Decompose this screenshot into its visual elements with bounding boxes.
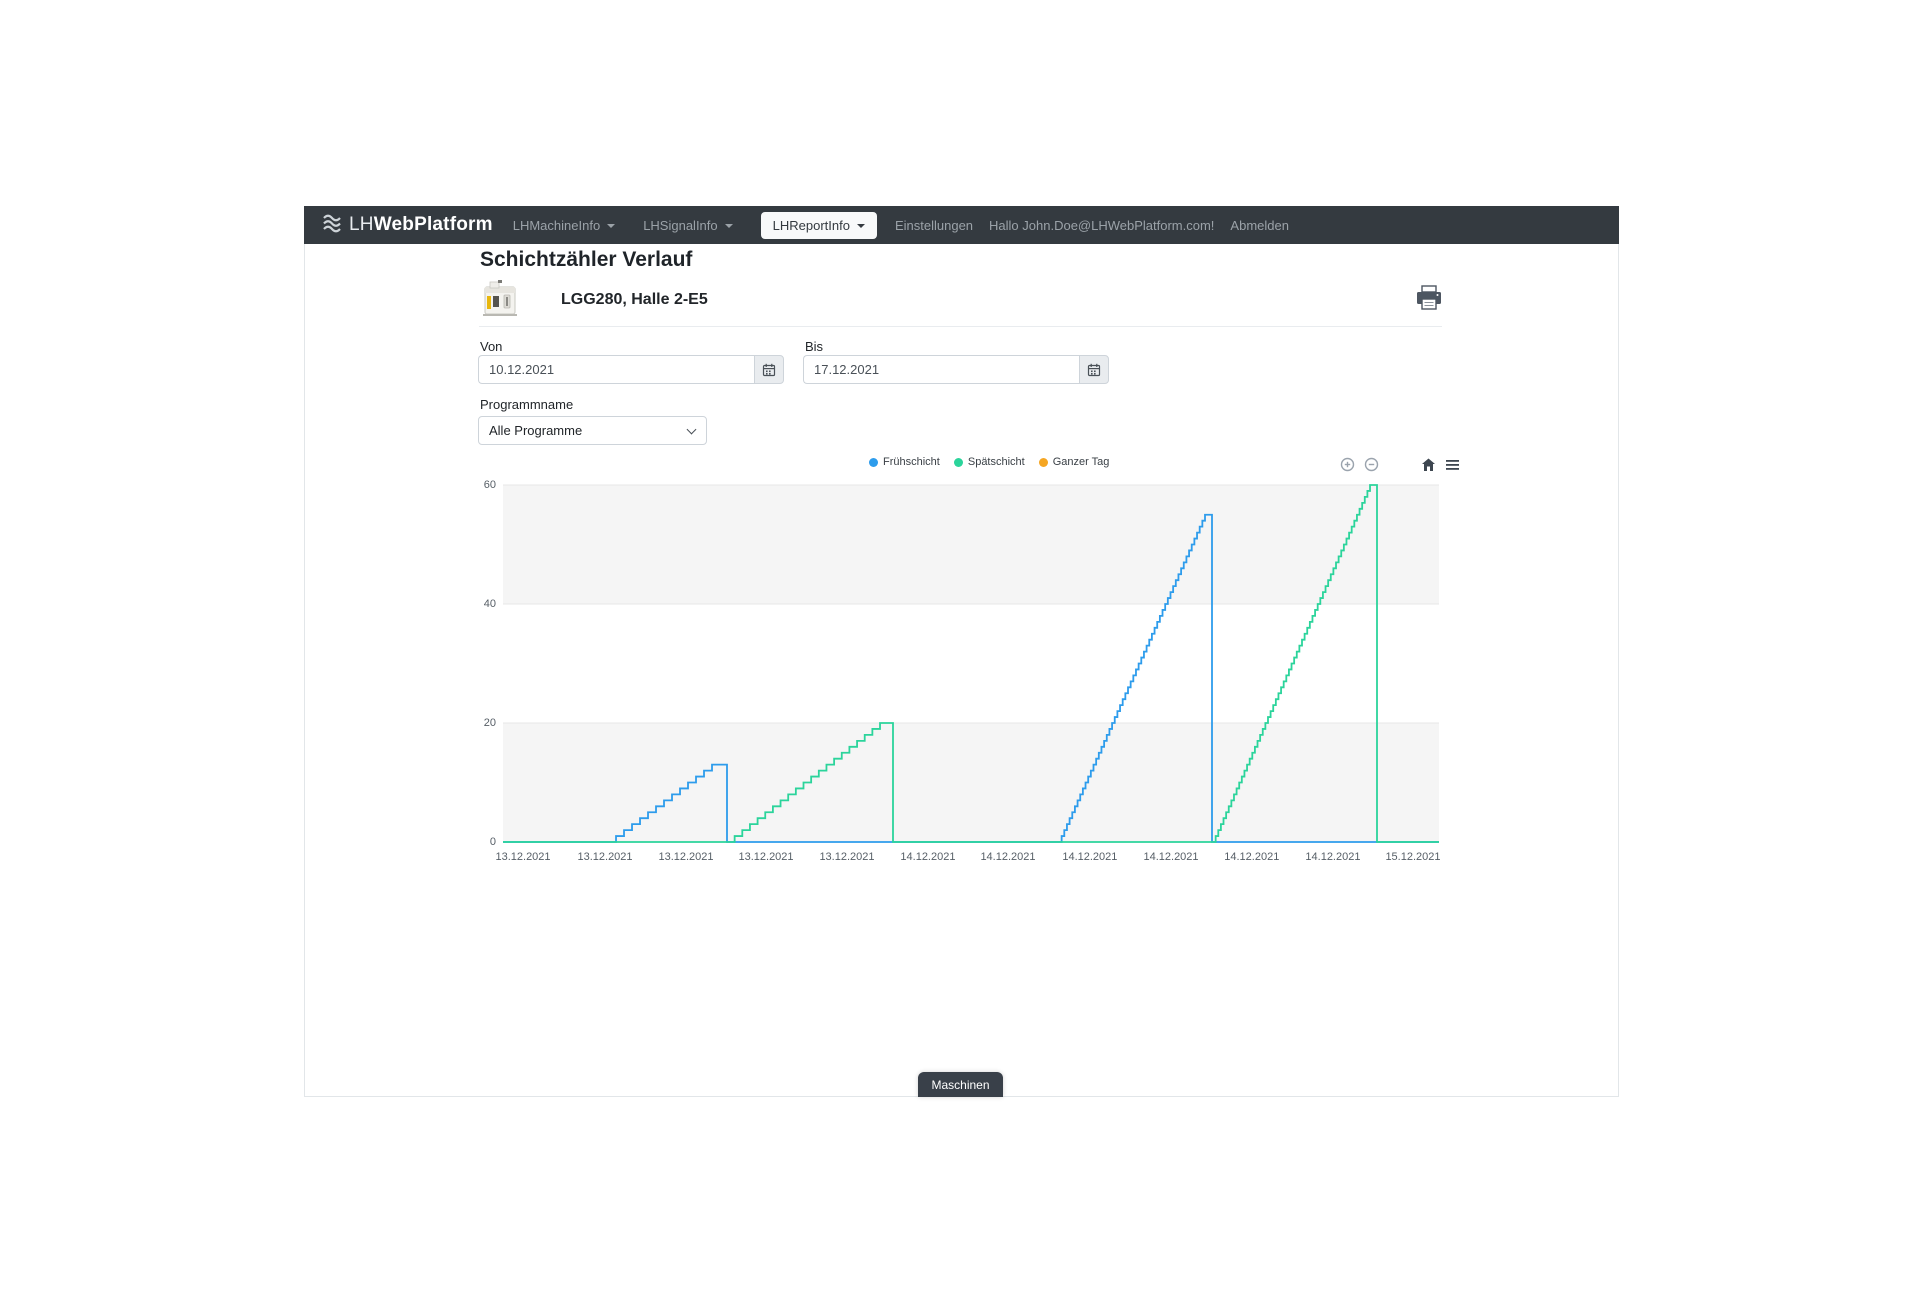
x-tick-label: 14.12.2021 (1143, 851, 1199, 863)
brand[interactable]: LHWebPlatform (320, 210, 493, 241)
home-icon[interactable] (1421, 458, 1436, 472)
von-input-group (478, 355, 784, 384)
legend-item-Ganzer Tag[interactable]: Ganzer Tag (1038, 456, 1110, 468)
x-tick-label: 15.12.2021 (1385, 851, 1441, 863)
plot-svg (503, 484, 1439, 843)
chevron-down-icon (724, 224, 733, 228)
x-tick-label: 14.12.2021 (1224, 851, 1280, 863)
bis-date-input[interactable] (803, 355, 1079, 384)
zoom-in-icon[interactable] (1340, 457, 1355, 472)
x-tick-label: 14.12.2021 (1305, 851, 1361, 863)
print-button[interactable] (1415, 285, 1445, 313)
series-Spätschicht (503, 484, 1439, 843)
von-date-input[interactable] (478, 355, 754, 384)
x-tick-label: 14.12.2021 (1062, 851, 1118, 863)
programmname-label: Programmname (480, 397, 574, 412)
nav-item-lhmachineinfo[interactable]: LHMachineInfo (513, 218, 616, 233)
chevron-down-icon (686, 424, 697, 435)
calendar-icon (762, 363, 776, 376)
x-tick-label: 14.12.2021 (980, 851, 1036, 863)
x-tick-label: 13.12.2021 (819, 851, 875, 863)
divider (479, 326, 1442, 327)
x-tick-label: 13.12.2021 (495, 851, 551, 863)
program-select[interactable]: Alle Programme (478, 416, 707, 445)
y-tick-label: 20 (483, 717, 496, 729)
settings-link[interactable]: Einstellungen (894, 217, 974, 233)
calendar-icon (1087, 363, 1101, 376)
nav-item-lhreportinfo[interactable]: LHReportInfo (760, 211, 877, 239)
x-tick-label: 14.12.2021 (900, 851, 956, 863)
series-Frühschicht (503, 513, 1439, 843)
menu-icon[interactable] (1445, 459, 1460, 471)
legend-dot-icon (869, 457, 878, 467)
bis-label: Bis (805, 339, 824, 354)
logo-waves-icon (320, 210, 344, 241)
y-tick-label: 0 (489, 836, 496, 848)
chart-modebar (1340, 457, 1460, 472)
x-tick-label: 13.12.2021 (577, 851, 633, 863)
legend-item-Spätschicht[interactable]: Spätschicht (953, 456, 1025, 468)
legend-item-Frühschicht[interactable]: Frühschicht (869, 456, 940, 468)
machine-name: LGG280, Halle 2-E5 (561, 291, 708, 308)
chevron-down-icon (856, 224, 865, 228)
y-tick-label: 40 (483, 598, 496, 610)
legend-label: Ganzer Tag (1052, 456, 1110, 468)
legend-dot-icon (1038, 457, 1048, 467)
bis-calendar-button[interactable] (1079, 355, 1109, 384)
brand-text: LHWebPlatform (349, 214, 493, 235)
chart-legend: Frühschicht Spätschicht Ganzer Tag (869, 456, 1109, 468)
y-tick-label: 60 (483, 479, 496, 491)
x-tick-label: 13.12.2021 (738, 851, 794, 863)
legend-dot-icon (953, 457, 963, 467)
x-tick-label: 13.12.2021 (658, 851, 714, 863)
logout-link[interactable]: Abmelden (1230, 217, 1289, 233)
navbar: LHWebPlatform LHMachineInfo LHSignalInfo… (304, 206, 1619, 244)
page-title: Schichtzähler Verlauf (480, 248, 693, 271)
von-label: Von (480, 339, 503, 354)
zoom-out-icon[interactable] (1364, 457, 1379, 472)
maschinen-tab[interactable]: Maschinen (918, 1072, 1003, 1097)
von-calendar-button[interactable] (754, 355, 784, 384)
user-greeting: Hallo John.Doe@LHWebPlatform.com! (989, 217, 1215, 233)
bis-input-group (803, 355, 1109, 384)
chart-plot-area[interactable] (503, 484, 1439, 843)
nav-item-lhsignalinfo[interactable]: LHSignalInfo (643, 218, 733, 233)
legend-label: Spätschicht (967, 456, 1025, 468)
machine-image (477, 279, 523, 319)
legend-label: Frühschicht (883, 456, 940, 468)
chevron-down-icon (607, 224, 616, 228)
